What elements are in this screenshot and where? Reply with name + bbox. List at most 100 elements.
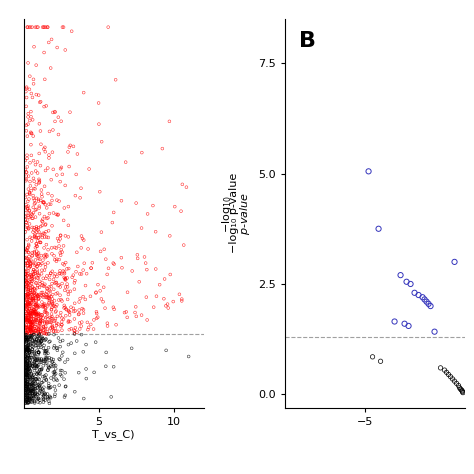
Point [34, 268, 41, 276]
Point [51, 368, 58, 376]
Point [26, 189, 33, 197]
Point [31, 232, 38, 240]
Point [22, 372, 29, 379]
Point [27, 299, 35, 307]
Point [34, 342, 41, 349]
Point [23, 395, 31, 403]
Point [46, 356, 53, 364]
Point [26, 356, 34, 364]
Point [65, 163, 73, 170]
Point [70, 143, 77, 150]
Point [24, 379, 31, 386]
Point [26, 191, 34, 198]
Point [23, 342, 31, 350]
Point [22, 219, 30, 226]
Point [24, 342, 31, 350]
Point [58, 327, 66, 334]
Point [26, 207, 33, 215]
Point [28, 375, 36, 383]
Point [24, 204, 31, 212]
Point [35, 381, 43, 389]
Point [67, 325, 75, 332]
Point [40, 356, 47, 363]
Point [31, 385, 39, 392]
Point [29, 383, 37, 391]
Point [21, 373, 28, 380]
Point [45, 397, 53, 405]
Point [66, 288, 74, 295]
Point [32, 375, 39, 383]
Point [24, 59, 32, 67]
Point [27, 271, 34, 279]
Point [22, 394, 30, 401]
Point [48, 244, 55, 252]
Point [36, 387, 44, 394]
Point [36, 366, 44, 374]
Point [134, 251, 141, 259]
Point [37, 334, 45, 342]
Point [39, 345, 47, 352]
Point [37, 197, 45, 204]
Point [71, 315, 78, 323]
Point [54, 44, 61, 51]
Point [38, 266, 46, 274]
Point [64, 203, 72, 210]
Point [97, 247, 104, 255]
Point [25, 394, 32, 401]
Point [38, 366, 46, 374]
Point [27, 320, 34, 328]
Point [22, 334, 30, 341]
Point [81, 259, 88, 267]
Point [21, 255, 29, 262]
Point [32, 310, 39, 317]
Point [31, 329, 38, 337]
Point [30, 360, 37, 367]
Point [30, 157, 37, 164]
Point [38, 358, 46, 366]
Point [28, 318, 36, 325]
Point [45, 364, 53, 372]
Point [36, 383, 43, 390]
Point [51, 273, 58, 280]
Point [185, 353, 192, 360]
Point [39, 303, 46, 310]
Point [85, 165, 93, 173]
Point [76, 325, 83, 333]
Point [24, 293, 31, 301]
Point [27, 261, 34, 268]
Point [80, 237, 88, 244]
Point [24, 327, 32, 334]
Point [36, 370, 44, 378]
Point [31, 267, 38, 275]
Point [56, 292, 64, 299]
Point [28, 387, 36, 394]
Point [22, 270, 29, 278]
Point [30, 331, 37, 338]
Point [26, 383, 33, 390]
Point [143, 316, 151, 324]
Point [29, 318, 37, 326]
Point [22, 367, 29, 374]
Point [25, 389, 33, 397]
Point [21, 352, 29, 359]
Point [32, 311, 40, 319]
Point [58, 321, 65, 328]
Point [25, 253, 33, 260]
Point [44, 315, 52, 323]
Point [30, 266, 37, 273]
Point [100, 246, 108, 253]
Point [42, 304, 50, 312]
Point [21, 380, 29, 388]
Point [23, 366, 30, 374]
Point [47, 383, 55, 391]
Point [41, 396, 49, 404]
Point [22, 337, 30, 344]
Point [55, 281, 63, 289]
Point [24, 314, 32, 321]
Point [27, 332, 34, 339]
Point [51, 244, 58, 251]
Point [26, 386, 34, 393]
Point [64, 317, 72, 325]
Point [109, 303, 117, 311]
Point [36, 314, 44, 322]
